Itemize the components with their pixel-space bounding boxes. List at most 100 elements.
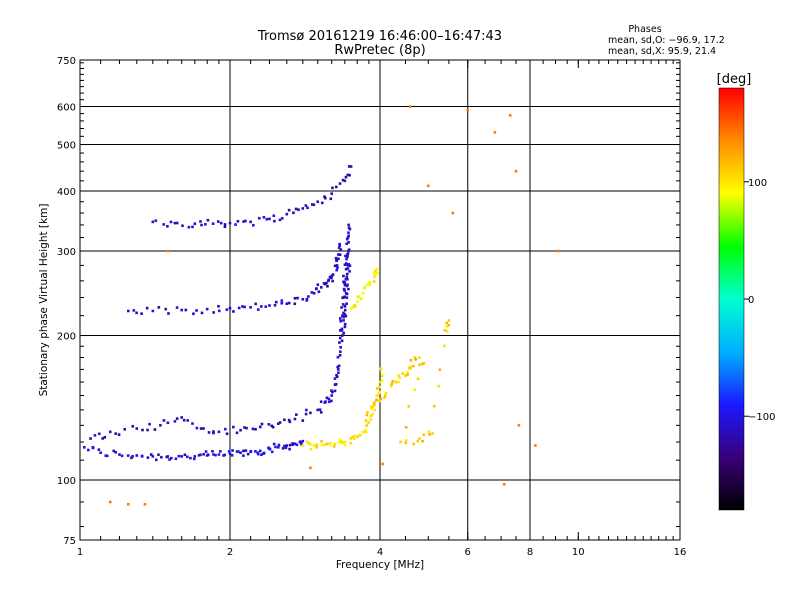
data-point xyxy=(319,411,323,414)
x-tick-label: 8 xyxy=(527,547,533,558)
data-point xyxy=(327,397,331,401)
data-point xyxy=(320,201,324,205)
data-point xyxy=(317,290,321,294)
x-tick-label: 4 xyxy=(377,547,383,558)
data-point xyxy=(193,455,197,458)
data-point xyxy=(337,368,340,371)
chart-title: Tromsø 20161219 16:46:00–16:47:43 xyxy=(257,29,502,44)
data-point xyxy=(91,446,95,449)
data-point xyxy=(349,437,352,440)
data-point xyxy=(234,223,237,226)
data-point xyxy=(334,185,338,189)
data-point xyxy=(345,284,349,288)
data-point xyxy=(296,296,299,300)
data-point xyxy=(356,435,359,438)
data-point xyxy=(342,311,345,315)
x-tick-label: 2 xyxy=(227,547,233,558)
data-point xyxy=(342,319,345,322)
data-point xyxy=(141,428,144,432)
data-point xyxy=(249,306,252,309)
data-point xyxy=(378,390,381,394)
data-point xyxy=(445,329,449,333)
data-point xyxy=(200,223,203,227)
data-points xyxy=(82,105,560,506)
data-point xyxy=(339,350,342,354)
data-point xyxy=(146,428,149,432)
data-point xyxy=(316,283,320,287)
data-point xyxy=(344,314,348,318)
data-point xyxy=(368,283,372,287)
data-point xyxy=(228,452,232,455)
data-point xyxy=(164,307,168,311)
data-point xyxy=(347,241,350,244)
y-tick-label: 75 xyxy=(63,536,76,547)
x-tick-label: 10 xyxy=(572,547,585,558)
data-point xyxy=(342,314,345,318)
data-point xyxy=(146,456,150,459)
data-point xyxy=(340,329,344,332)
data-point xyxy=(200,311,204,315)
data-point xyxy=(231,449,234,452)
data-point xyxy=(373,408,376,412)
data-point xyxy=(312,291,316,295)
data-point xyxy=(343,295,347,299)
data-point xyxy=(414,358,417,361)
data-point xyxy=(443,344,446,348)
data-point xyxy=(345,262,348,265)
data-point xyxy=(297,208,300,212)
data-point xyxy=(262,215,266,219)
data-point xyxy=(421,439,424,443)
data-point xyxy=(412,442,416,446)
y-axis-label: Stationary phase Virtual Height [km] xyxy=(38,204,50,397)
data-point xyxy=(271,425,275,429)
data-point xyxy=(249,220,252,224)
data-point xyxy=(514,169,518,173)
data-point xyxy=(104,454,108,457)
data-point xyxy=(191,422,194,425)
data-point xyxy=(181,224,184,228)
data-point xyxy=(493,131,497,134)
data-point xyxy=(344,291,348,295)
data-point xyxy=(193,222,197,225)
data-point xyxy=(295,443,299,447)
data-point xyxy=(300,442,303,446)
data-point xyxy=(416,377,420,381)
data-point xyxy=(287,418,291,422)
data-point xyxy=(371,405,374,408)
data-point xyxy=(82,446,86,449)
data-point xyxy=(243,426,246,429)
data-point xyxy=(369,405,373,409)
data-point xyxy=(307,442,311,445)
x-tick-label: 1 xyxy=(77,547,83,558)
data-point xyxy=(272,214,276,218)
data-point xyxy=(320,443,324,447)
data-point xyxy=(232,310,235,313)
data-point xyxy=(345,275,349,279)
data-point xyxy=(380,379,384,383)
data-point xyxy=(87,448,90,452)
data-point xyxy=(346,236,350,239)
data-point xyxy=(262,451,266,455)
data-point xyxy=(326,284,329,288)
data-point xyxy=(175,306,179,309)
data-point xyxy=(344,267,348,271)
data-point xyxy=(225,432,229,436)
data-point xyxy=(228,221,232,225)
y-axis: 75 100 200 300 400 500 600 750 xyxy=(57,56,680,547)
data-point xyxy=(315,443,319,446)
data-point xyxy=(378,380,382,384)
data-point xyxy=(135,311,138,315)
data-point xyxy=(264,305,268,308)
data-point xyxy=(357,295,360,298)
data-point xyxy=(466,108,470,112)
data-point xyxy=(344,278,348,281)
data-point xyxy=(216,220,220,223)
data-point xyxy=(349,165,353,168)
data-point xyxy=(288,420,292,424)
data-point xyxy=(108,500,112,504)
data-point xyxy=(174,457,178,461)
data-point xyxy=(426,184,430,188)
data-point xyxy=(304,204,308,207)
data-point xyxy=(427,430,431,434)
data-point xyxy=(254,302,257,306)
